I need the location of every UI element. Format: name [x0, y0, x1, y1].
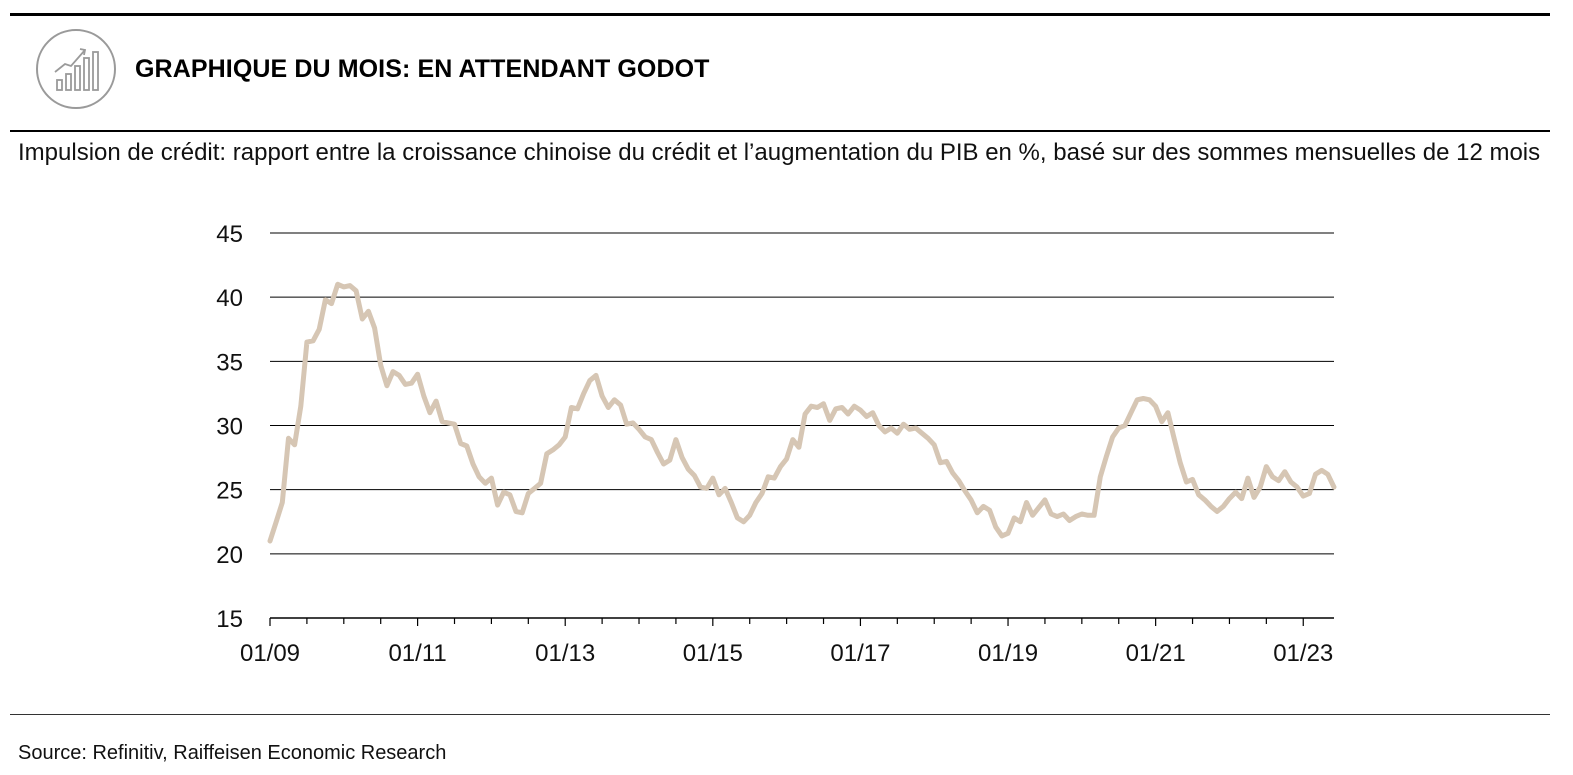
y-tick-label: 40	[216, 285, 243, 312]
y-tick-label: 45	[216, 221, 243, 248]
credit-impulse-series-line	[267, 281, 1337, 544]
line-chart: 15 20 25 30 35 40 45 01/09 01/11 01/13 01/15 01/17 0…	[216, 221, 1337, 667]
y-tick-label: 30	[216, 414, 243, 441]
footer-divider	[10, 714, 1550, 715]
x-tick-label: 01/13	[535, 640, 595, 667]
x-tick-label: 01/15	[683, 640, 743, 667]
y-tick-label: 20	[216, 542, 243, 569]
chart-subtitle: Impulsion de crédit: rapport entre la cr…	[18, 139, 1541, 166]
page-title: GRAPHIQUE DU MOIS: EN ATTENDANT GODOT	[135, 55, 710, 83]
top-divider	[10, 13, 1550, 16]
bar-chart-growth-icon	[35, 28, 117, 110]
x-tick-label: 01/11	[388, 640, 446, 667]
source-note: Source: Refinitiv, Raiffeisen Economic R…	[18, 742, 447, 764]
chart-area: 15 20 25 30 35 40 45 01/09 01/11 01/13 01/15 01/17 0…	[0, 200, 1573, 680]
x-tick-label: 01/23	[1273, 640, 1333, 667]
x-tick-label: 01/19	[978, 640, 1038, 667]
header-divider	[10, 130, 1550, 132]
y-tick-label: 15	[216, 606, 243, 633]
x-tick-label: 01/09	[240, 640, 300, 667]
x-tick-label: 01/17	[830, 640, 890, 667]
y-tick-label: 25	[216, 478, 243, 505]
y-tick-label: 35	[216, 349, 243, 376]
x-tick-label: 01/21	[1126, 640, 1186, 667]
